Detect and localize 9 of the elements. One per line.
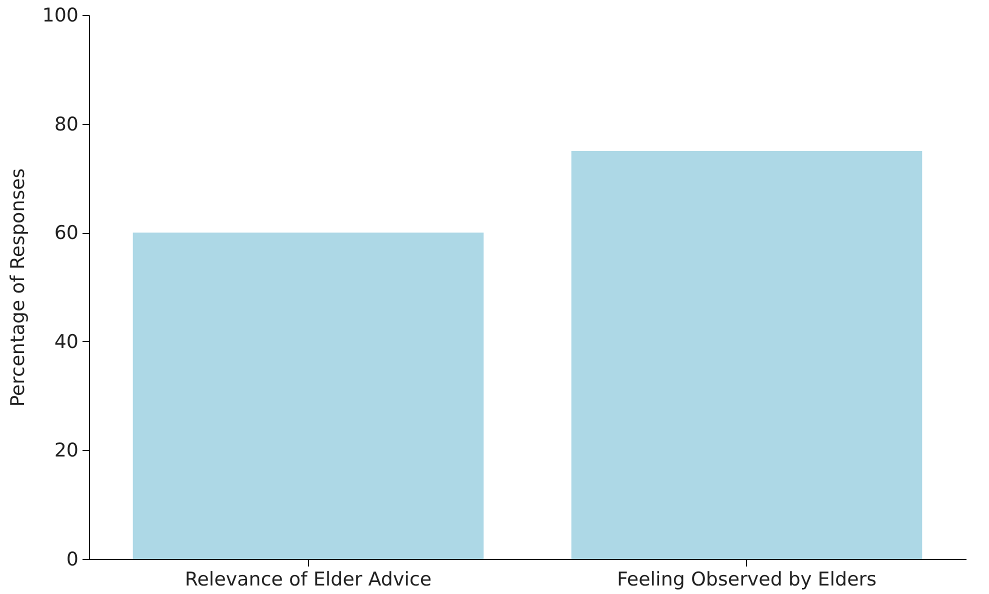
x-tick-label: Relevance of Elder Advice <box>184 568 432 590</box>
x-tick-label: Feeling Observed by Elders <box>616 568 877 590</box>
y-tick-label: 80 <box>54 113 78 136</box>
y-tick-label: 0 <box>66 548 78 570</box>
y-tick-label: 40 <box>54 330 78 353</box>
y-tick-label: 100 <box>42 4 78 26</box>
y-axis-title: Percentage of Responses <box>7 168 30 407</box>
y-tick-label: 20 <box>54 440 78 462</box>
y-tick-label: 60 <box>54 222 78 244</box>
